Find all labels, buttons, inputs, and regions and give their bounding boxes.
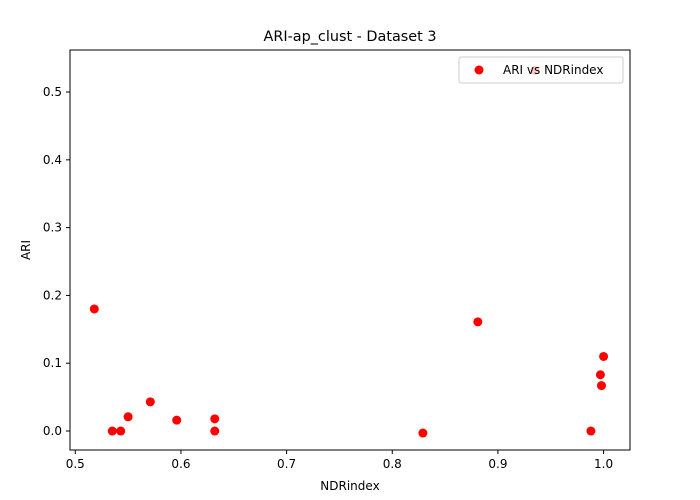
plot-area	[89, 65, 609, 438]
axes-frame	[69, 49, 631, 451]
data-point	[107, 426, 117, 436]
x-axis-title: NDRindex	[320, 479, 379, 493]
x-axis: 0.5 0.6 0.7 0.8 0.9 1.0	[66, 450, 613, 471]
data-point	[123, 412, 133, 422]
chart-title: ARI-ap_clust - Dataset 3	[263, 29, 436, 45]
legend-marker	[474, 65, 484, 75]
legend-label: ARI vs NDRindex	[503, 63, 603, 77]
data-point	[172, 415, 182, 425]
data-point	[599, 351, 609, 361]
data-point	[418, 428, 428, 438]
x-tick-label: 0.5	[66, 457, 85, 471]
data-point	[595, 370, 605, 380]
data-point	[210, 414, 220, 424]
y-tick-label: 0.2	[43, 288, 62, 302]
x-tick-label: 0.9	[488, 457, 507, 471]
legend: ARI vs NDRindex	[458, 56, 624, 84]
data-point	[89, 304, 99, 314]
data-point	[596, 381, 606, 391]
data-point	[210, 426, 220, 436]
data-point	[586, 426, 596, 436]
y-tick-label: 0.0	[43, 424, 62, 438]
legend-box	[458, 56, 624, 84]
y-axis-title: ARI	[19, 240, 33, 260]
x-tick-label: 1.0	[594, 457, 613, 471]
x-tick-label: 0.7	[277, 457, 296, 471]
data-point	[116, 426, 126, 436]
data-point	[473, 317, 483, 327]
y-tick-label: 0.3	[43, 221, 62, 235]
y-tick-label: 0.1	[43, 356, 62, 370]
x-tick-label: 0.8	[383, 457, 402, 471]
y-axis: 0.0 0.1 0.2 0.3 0.4 0.5	[43, 85, 70, 438]
y-tick-label: 0.5	[43, 85, 62, 99]
y-tick-label: 0.4	[43, 153, 62, 167]
data-point	[145, 397, 155, 407]
x-tick-label: 0.6	[171, 457, 190, 471]
